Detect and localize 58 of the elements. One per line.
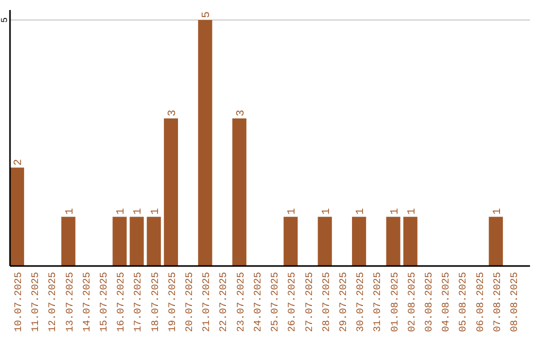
x-tick-label: 12.07.2025 [48, 272, 60, 332]
x-tick-label: 20.07.2025 [185, 272, 196, 332]
x-tick-label: 05.08.2025 [458, 272, 470, 332]
x-tick-label: 01.08.2025 [390, 272, 402, 332]
x-tick-label: 13.07.2025 [65, 272, 76, 332]
bar [130, 216, 144, 266]
data-label: 1 [286, 208, 299, 215]
bar [61, 216, 76, 266]
data-label: 1 [320, 208, 333, 215]
bar [403, 216, 418, 266]
bar [386, 216, 400, 266]
x-tick-label: 30.07.2025 [356, 272, 368, 332]
x-tick-label: 31.07.2025 [373, 272, 384, 332]
bar [146, 216, 161, 266]
x-tick-label: 07.08.2025 [492, 272, 504, 332]
x-tick-label: 03.08.2025 [424, 272, 436, 332]
x-tick-label: 27.07.2025 [304, 272, 316, 332]
x-tick-label: 16.07.2025 [116, 272, 128, 332]
data-label: 1 [132, 208, 145, 215]
data-label: 1 [150, 208, 162, 215]
data-label: 5 [201, 11, 214, 18]
x-tick-label: 14.07.2025 [82, 272, 94, 332]
x-tick-label: 02.08.2025 [407, 272, 418, 332]
x-tick-label: 29.07.2025 [338, 272, 350, 332]
x-tick-label: 15.07.2025 [100, 272, 111, 332]
data-label: 1 [406, 208, 418, 215]
x-tick-label: 25.07.2025 [270, 272, 282, 332]
bar [10, 168, 24, 266]
data-label: 1 [355, 208, 368, 215]
data-label: 1 [64, 208, 76, 215]
x-tick-label: 08.08.2025 [510, 272, 521, 332]
x-tick-label: 17.07.2025 [134, 272, 145, 332]
bar [232, 118, 246, 266]
bar [112, 216, 127, 266]
bar [488, 216, 503, 266]
bar [318, 216, 332, 266]
data-label: 1 [116, 208, 128, 215]
x-tick-label: 22.07.2025 [219, 272, 230, 332]
x-tick-label: 18.07.2025 [150, 272, 162, 332]
x-tick-label: 06.08.2025 [476, 272, 487, 332]
bar [284, 216, 298, 266]
bar [352, 216, 366, 266]
x-tick-label: 21.07.2025 [202, 272, 214, 332]
x-tick-label: 23.07.2025 [236, 272, 248, 332]
data-label: 2 [13, 158, 26, 166]
x-tick-label: 10.07.2025 [14, 272, 26, 332]
bar [164, 118, 178, 266]
bar [198, 20, 212, 266]
data-label: 3 [166, 110, 179, 116]
x-tick-label: 26.07.2025 [288, 272, 299, 332]
x-tick-label: 04.08.2025 [442, 272, 453, 332]
x-tick-label: 28.07.2025 [322, 272, 333, 332]
x-tick-label: 24.07.2025 [253, 272, 264, 332]
data-label: 3 [235, 110, 248, 116]
data-label: 1 [389, 208, 402, 215]
x-tick-label: 11.07.2025 [31, 272, 42, 332]
data-label: 1 [492, 208, 504, 215]
x-tick-label: 19.07.2025 [168, 272, 179, 332]
